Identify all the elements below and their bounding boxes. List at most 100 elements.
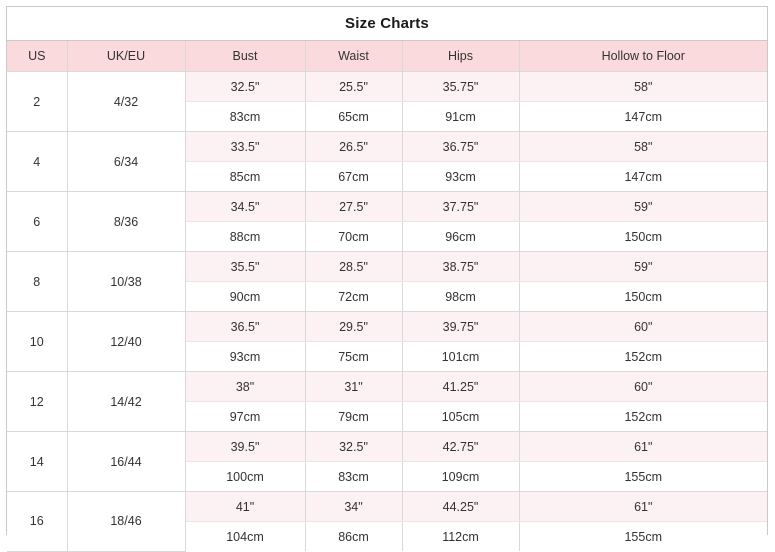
cell-bust-cm: 88cm bbox=[185, 221, 306, 252]
cell-hollow-cm: 150cm bbox=[519, 281, 767, 312]
cell-hips-inch: 41.25" bbox=[402, 371, 520, 402]
cell-uk-eu-size: 12/40 bbox=[67, 311, 186, 372]
cell-hollow-inch: 61" bbox=[519, 491, 767, 522]
cell-hollow-inch: 60" bbox=[519, 311, 767, 342]
cell-uk-eu-size: 16/44 bbox=[67, 431, 186, 492]
cell-hollow-inch: 61" bbox=[519, 431, 767, 462]
header-row: US UK/EU Bust Waist Hips Hollow to Floor bbox=[7, 41, 767, 72]
table-row: 93cm 75cm 101cm 152cm bbox=[7, 341, 767, 372]
cell-us-size: 14 bbox=[7, 431, 68, 492]
cell-uk-eu-size: 14/42 bbox=[67, 371, 186, 432]
cell-hips-cm: 105cm bbox=[402, 401, 520, 432]
cell-waist-cm: 79cm bbox=[305, 401, 403, 432]
cell-hollow-cm: 147cm bbox=[519, 161, 767, 192]
table-row: 14 16/44 39.5" 32.5" 42.75" 61" bbox=[7, 431, 767, 492]
cell-hollow-cm: 155cm bbox=[519, 461, 767, 492]
table-row: 16 18/46 41" 34" 44.25" 61" bbox=[7, 491, 767, 552]
cell-hips-cm: 91cm bbox=[402, 101, 520, 132]
cell-hips-inch: 44.25" bbox=[402, 491, 520, 522]
cell-waist-inch: 28.5" bbox=[305, 251, 403, 282]
cell-bust-cm: 90cm bbox=[185, 281, 306, 312]
page-title: Size Charts bbox=[7, 7, 767, 41]
cell-waist-inch: 26.5" bbox=[305, 131, 403, 162]
cell-waist-cm: 75cm bbox=[305, 341, 403, 372]
cell-bust-cm: 104cm bbox=[185, 521, 306, 551]
cell-hips-inch: 42.75" bbox=[402, 431, 520, 462]
cell-hollow-cm: 155cm bbox=[519, 521, 767, 551]
cell-us-size: 2 bbox=[7, 71, 68, 132]
cell-bust-inch: 41" bbox=[185, 491, 306, 522]
size-chart-table: US UK/EU Bust Waist Hips Hollow to Floor… bbox=[7, 41, 767, 552]
cell-bust-inch: 39.5" bbox=[185, 431, 306, 462]
table-row: 88cm 70cm 96cm 150cm bbox=[7, 221, 767, 252]
cell-bust-cm: 100cm bbox=[185, 461, 306, 492]
cell-us-size: 6 bbox=[7, 191, 68, 252]
table-body: 2 4/32 32.5" 25.5" 35.75" 58" 83cm 65cm 91cm 147c… bbox=[7, 71, 767, 552]
size-chart-frame: Size Charts US UK/EU Bust Waist Hips Hol… bbox=[6, 6, 768, 552]
cell-waist-inch: 29.5" bbox=[305, 311, 403, 342]
cell-uk-eu-size: 8/36 bbox=[67, 191, 186, 252]
cell-hips-inch: 36.75" bbox=[402, 131, 520, 162]
cell-hips-cm: 112cm bbox=[402, 521, 520, 551]
cell-bust-inch: 35.5" bbox=[185, 251, 306, 282]
cell-hollow-inch: 58" bbox=[519, 131, 767, 162]
cell-bust-cm: 97cm bbox=[185, 401, 306, 432]
cell-us-size: 12 bbox=[7, 371, 68, 432]
cell-uk-eu-size: 4/32 bbox=[67, 71, 186, 132]
cell-uk-eu-size: 6/34 bbox=[67, 131, 186, 192]
table-row: 12 14/42 38" 31" 41.25" 60" bbox=[7, 371, 767, 432]
cell-bust-inch: 36.5" bbox=[185, 311, 306, 342]
cell-waist-cm: 70cm bbox=[305, 221, 403, 252]
column-header-hips: Hips bbox=[402, 41, 520, 72]
cell-hollow-cm: 150cm bbox=[519, 221, 767, 252]
cell-waist-cm: 67cm bbox=[305, 161, 403, 192]
column-header-bust: Bust bbox=[185, 41, 306, 72]
cell-hollow-inch: 60" bbox=[519, 371, 767, 402]
cell-hollow-cm: 152cm bbox=[519, 401, 767, 432]
cell-waist-cm: 83cm bbox=[305, 461, 403, 492]
cell-hips-inch: 37.75" bbox=[402, 191, 520, 222]
cell-waist-inch: 32.5" bbox=[305, 431, 403, 462]
table-row: 4 6/34 33.5" 26.5" 36.75" 58" bbox=[7, 131, 767, 192]
cell-hollow-cm: 147cm bbox=[519, 101, 767, 132]
table-header: US UK/EU Bust Waist Hips Hollow to Floor bbox=[7, 41, 767, 72]
column-header-hollow-to-floor: Hollow to Floor bbox=[519, 41, 767, 72]
table-row: 6 8/36 34.5" 27.5" 37.75" 59" bbox=[7, 191, 767, 252]
cell-hips-inch: 39.75" bbox=[402, 311, 520, 342]
cell-waist-inch: 34" bbox=[305, 491, 403, 522]
cell-hips-cm: 93cm bbox=[402, 161, 520, 192]
table-row: 85cm 67cm 93cm 147cm bbox=[7, 161, 767, 192]
cell-bust-inch: 34.5" bbox=[185, 191, 306, 222]
cell-waist-cm: 86cm bbox=[305, 521, 403, 551]
cell-us-size: 16 bbox=[7, 491, 68, 552]
table-row: 2 4/32 32.5" 25.5" 35.75" 58" bbox=[7, 71, 767, 132]
table-row: 8 10/38 35.5" 28.5" 38.75" 59" bbox=[7, 251, 767, 312]
cell-bust-cm: 93cm bbox=[185, 341, 306, 372]
column-header-uk-eu: UK/EU bbox=[67, 41, 186, 72]
cell-bust-cm: 85cm bbox=[185, 161, 306, 192]
cell-us-size: 10 bbox=[7, 311, 68, 372]
cell-us-size: 8 bbox=[7, 251, 68, 312]
cell-waist-inch: 31" bbox=[305, 371, 403, 402]
cell-uk-eu-size: 10/38 bbox=[67, 251, 186, 312]
column-header-waist: Waist bbox=[305, 41, 403, 72]
cell-waist-cm: 72cm bbox=[305, 281, 403, 312]
cell-hips-cm: 109cm bbox=[402, 461, 520, 492]
cell-uk-eu-size: 18/46 bbox=[67, 491, 186, 552]
table-row: 100cm 83cm 109cm 155cm bbox=[7, 461, 767, 492]
cell-us-size: 4 bbox=[7, 131, 68, 192]
cell-hips-cm: 101cm bbox=[402, 341, 520, 372]
cell-bust-inch: 33.5" bbox=[185, 131, 306, 162]
cell-hips-cm: 98cm bbox=[402, 281, 520, 312]
cell-hollow-inch: 58" bbox=[519, 71, 767, 102]
cell-hips-inch: 38.75" bbox=[402, 251, 520, 282]
cell-hips-inch: 35.75" bbox=[402, 71, 520, 102]
table-row: 83cm 65cm 91cm 147cm bbox=[7, 101, 767, 132]
column-header-us: US bbox=[7, 41, 68, 72]
cell-waist-inch: 27.5" bbox=[305, 191, 403, 222]
table-row: 97cm 79cm 105cm 152cm bbox=[7, 401, 767, 432]
cell-waist-cm: 65cm bbox=[305, 101, 403, 132]
cell-hips-cm: 96cm bbox=[402, 221, 520, 252]
cell-waist-inch: 25.5" bbox=[305, 71, 403, 102]
